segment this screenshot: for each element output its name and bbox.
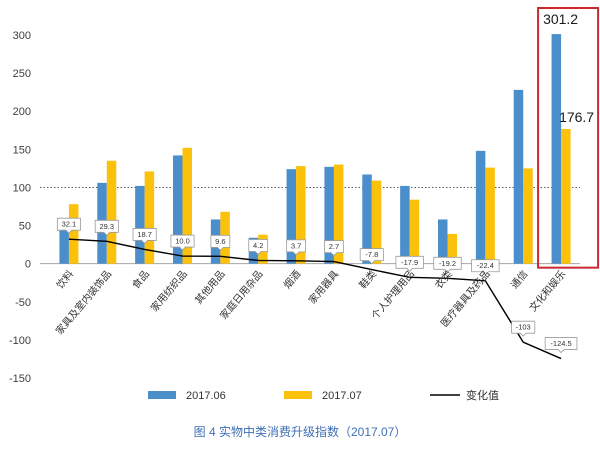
y-tick-label: 250 bbox=[13, 68, 31, 80]
change-value-label: -124.5 bbox=[550, 339, 571, 348]
change-value-callout: -22.4 bbox=[471, 259, 500, 276]
bar-2017-06 bbox=[286, 169, 297, 264]
y-tick-label: 150 bbox=[13, 144, 31, 156]
highlight-value-label: 301.2 bbox=[543, 11, 578, 27]
change-value-label: -22.4 bbox=[477, 261, 494, 270]
change-value-label: 29.3 bbox=[99, 222, 114, 231]
callout-box bbox=[511, 320, 536, 337]
y-tick-label: 100 bbox=[13, 182, 31, 194]
change-value-label: 18.7 bbox=[137, 230, 152, 239]
category-label: 鞋类 bbox=[356, 268, 379, 292]
callout-box bbox=[248, 239, 269, 256]
change-value-label: 10.0 bbox=[175, 237, 190, 246]
change-value-callout: 29.3 bbox=[94, 219, 119, 236]
legend-swatch-2017-07 bbox=[284, 391, 312, 399]
bar-2017-06 bbox=[173, 155, 183, 264]
callout-box bbox=[210, 234, 231, 251]
y-tick-label: -150 bbox=[9, 373, 31, 385]
callout-box bbox=[471, 259, 500, 276]
bar-2017-07 bbox=[296, 166, 306, 264]
bar-2017-07 bbox=[182, 147, 192, 264]
change-line bbox=[68, 238, 562, 360]
change-value-label: -103 bbox=[516, 323, 531, 332]
legend-label-2017-07: 2017.07 bbox=[322, 390, 362, 402]
callout-box bbox=[544, 337, 578, 354]
bar-2017-06 bbox=[438, 219, 448, 264]
callout-box bbox=[132, 228, 157, 244]
callout-box bbox=[56, 217, 81, 234]
change-value-callout: 2.7 bbox=[324, 240, 344, 257]
category-label: 通信 bbox=[508, 268, 530, 291]
callout-box bbox=[286, 239, 306, 256]
bar-2017-07 bbox=[333, 164, 344, 264]
callout-box bbox=[395, 255, 424, 272]
change-value-label: 3.7 bbox=[291, 241, 301, 250]
category-label: 文化和娱乐 bbox=[526, 268, 568, 315]
bar-2017-07 bbox=[523, 168, 533, 264]
change-value-callout: 10.0 bbox=[170, 234, 195, 251]
change-value-callout: -103 bbox=[511, 320, 536, 337]
bar-2017-07 bbox=[144, 171, 155, 264]
highlight-box bbox=[537, 7, 600, 269]
category-label: 其他用品 bbox=[192, 268, 228, 307]
change-value-callout: 9.6 bbox=[210, 234, 231, 251]
change-value-callout: -19.2 bbox=[433, 256, 462, 273]
category-label: 家用器具 bbox=[306, 268, 342, 307]
change-value-label: 32.1 bbox=[62, 220, 77, 229]
callout-box bbox=[170, 234, 195, 251]
change-value-label: 4.2 bbox=[253, 241, 263, 250]
bar-2017-06 bbox=[513, 89, 524, 264]
highlight-value-label: 176.7 bbox=[559, 109, 594, 125]
change-value-label: -17.9 bbox=[401, 258, 418, 267]
y-tick-label: 50 bbox=[19, 221, 31, 233]
change-value-callout: 18.7 bbox=[132, 228, 157, 244]
plot-area: 300 250 200 150 100 50 0 -50 -100 -150 32.1 29.3 18.… bbox=[9, 7, 600, 385]
change-value-label: -7.8 bbox=[365, 250, 378, 259]
bar-2017-06 bbox=[400, 185, 410, 264]
y-tick-label: 200 bbox=[13, 106, 31, 118]
callout-box bbox=[324, 240, 344, 257]
bar-2017-06 bbox=[135, 185, 145, 264]
bar-2017-07 bbox=[106, 160, 117, 264]
bar-2017-06 bbox=[475, 150, 486, 264]
legend-swatch-2017-06 bbox=[148, 391, 176, 399]
bar-2017-06 bbox=[59, 228, 69, 264]
y-tick-label: 300 bbox=[13, 30, 31, 42]
category-label: 衣类 bbox=[432, 268, 455, 292]
change-value-callout: -124.5 bbox=[544, 337, 578, 354]
bar-2017-06 bbox=[551, 34, 562, 264]
change-value-callout: -7.8 bbox=[359, 248, 384, 265]
bar-2017-07 bbox=[371, 180, 382, 264]
change-value-callout: 32.1 bbox=[56, 217, 81, 234]
callout-box bbox=[433, 256, 462, 273]
category-label: 饮料 bbox=[53, 268, 76, 292]
bar-2017-07 bbox=[68, 204, 79, 264]
category-label: 食品 bbox=[129, 268, 152, 292]
legend-label-change: 变化值 bbox=[466, 388, 499, 402]
change-value-callout: 3.7 bbox=[286, 239, 306, 256]
bar-2017-07 bbox=[485, 167, 495, 264]
figure-caption: 图 4 实物中类消费升级指数（2017.07） bbox=[194, 424, 407, 439]
bar-2017-07 bbox=[561, 128, 571, 264]
bar-2017-07 bbox=[409, 199, 420, 264]
callout-box bbox=[94, 219, 119, 236]
bar-2017-07 bbox=[447, 233, 457, 264]
y-tick-label: -50 bbox=[15, 297, 31, 309]
callout-box bbox=[359, 248, 384, 265]
change-value-callout: 4.2 bbox=[248, 239, 269, 256]
category-label: 家用纺织品 bbox=[148, 268, 190, 315]
legend-label-2017-06: 2017.06 bbox=[186, 390, 226, 402]
change-value-label: -19.2 bbox=[439, 259, 456, 268]
change-value-label: 9.6 bbox=[215, 237, 225, 246]
legend: 2017.06 2017.07 变化值 bbox=[148, 388, 499, 402]
bar-2017-06 bbox=[324, 166, 334, 264]
change-value-callout: -17.9 bbox=[395, 255, 424, 272]
change-value-label: 2.7 bbox=[329, 242, 339, 251]
y-tick-label: 0 bbox=[25, 259, 31, 271]
bar-2017-06 bbox=[362, 174, 372, 264]
y-tick-label: -100 bbox=[9, 335, 31, 347]
category-label: 烟酒 bbox=[281, 268, 304, 292]
